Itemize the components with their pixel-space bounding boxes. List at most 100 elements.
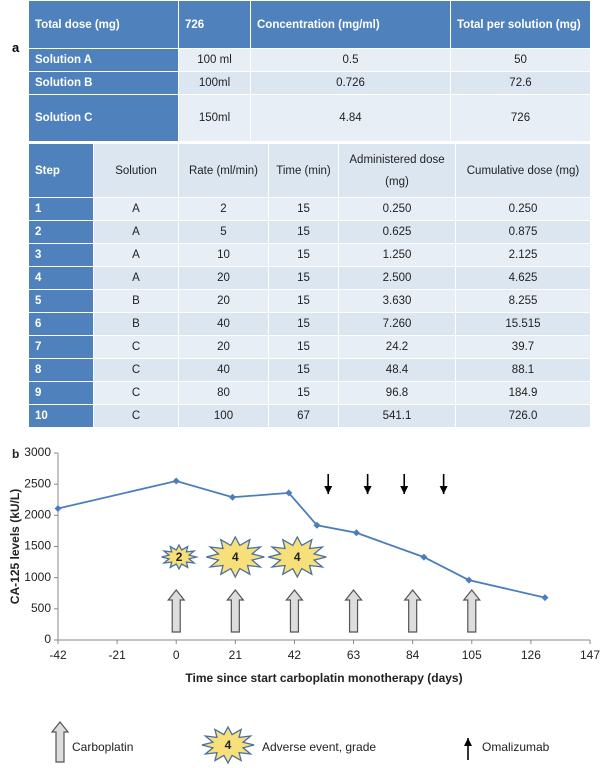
table-cell: A <box>93 220 179 244</box>
table-cell: 39.7 <box>455 335 591 359</box>
legend-label: Adverse event, grade <box>262 740 376 754</box>
legend-symbol-text: 4 <box>225 738 232 752</box>
table-row: 3 A 10 15 1.250 2.125 <box>28 243 591 267</box>
table-cell: 7.260 <box>338 312 456 336</box>
table-row: Solution C 150ml 4.84 726 <box>28 94 591 142</box>
x-tick-label: -42 <box>49 648 67 662</box>
x-tick-label: 0 <box>173 648 180 662</box>
data-point <box>420 553 428 561</box>
table-cell: 150ml <box>178 94 251 142</box>
table-cell: 15 <box>268 381 339 405</box>
table-row: 8 C 40 15 48.4 88.1 <box>28 358 591 382</box>
adverse-event <box>268 535 327 579</box>
omalizumab-arrow-head <box>363 486 372 494</box>
x-tick-label: 126 <box>521 648 541 662</box>
table-cell: 0.875 <box>455 220 591 244</box>
table-row: 2 A 5 15 0.625 0.875 <box>28 220 591 244</box>
table-row: Step Solution Rate (ml/min) Time (min) Admin… <box>28 143 591 198</box>
table-cell: Solution C <box>28 94 179 142</box>
table-row: Solution A 100 ml 0.5 50 <box>28 48 591 72</box>
table-cell: 88.1 <box>455 358 591 382</box>
carboplatin-arrow <box>403 589 422 633</box>
table-cell: C <box>93 358 179 382</box>
table-cell: 48.4 <box>338 358 456 382</box>
data-point <box>229 493 237 501</box>
table-cell: 100 <box>178 404 269 428</box>
y-tick-label: 2000 <box>24 508 51 522</box>
data-point <box>54 504 62 512</box>
table-cell: A <box>93 266 179 290</box>
steps-table: Step Solution Rate (ml/min) Time (min) Admin… <box>28 143 591 428</box>
data-point <box>172 477 180 485</box>
table-cell: Solution A <box>28 48 179 72</box>
panel-label: a <box>12 40 20 55</box>
x-tick-label: -21 <box>108 648 126 662</box>
table-cell: 15 <box>268 335 339 359</box>
table-row: 10 C 100 67 541.1 726.0 <box>28 404 591 428</box>
x-tick-label: 63 <box>347 648 361 662</box>
adverse-event <box>161 543 199 571</box>
table-cell: 8 <box>28 358 94 382</box>
omalizumab-arrow-head <box>324 486 333 494</box>
panel-label: b <box>12 447 19 461</box>
table-row: 9 C 80 15 96.8 184.9 <box>28 381 591 405</box>
table-cell: Solution B <box>28 71 179 95</box>
table-cell: 15 <box>268 312 339 336</box>
x-tick-label: 42 <box>288 648 302 662</box>
y-tick-label: 500 <box>31 601 51 615</box>
solutions-table: Total dose (mg) 726 Concentration (mg/ml) T… <box>28 0 591 142</box>
table-cell: 8.255 <box>455 289 591 313</box>
table-row: Solution B 100ml 0.726 72.6 <box>28 71 591 95</box>
y-axis-label: CA-125 levels (kU/L) <box>8 489 22 604</box>
table-cell: 15 <box>268 197 339 221</box>
table-row: 6 B 40 15 7.260 15.515 <box>28 312 591 336</box>
table-cell: 24.2 <box>338 335 456 359</box>
table-cell: 2.500 <box>338 266 456 290</box>
table-cell: 40 <box>178 312 269 336</box>
adverse-event-grade: 4 <box>232 550 239 564</box>
table-cell: 15 <box>268 289 339 313</box>
table-cell: 3 <box>28 243 94 267</box>
legend-adverse-event-symbol <box>201 725 255 765</box>
legend-label: Carboplatin <box>72 740 133 754</box>
table-cell: B <box>93 312 179 336</box>
carboplatin-arrow <box>462 589 482 633</box>
table-cell: Concentration (mg/ml) <box>250 0 451 49</box>
table-cell: Total dose (mg) <box>28 0 179 49</box>
table-cell: 15 <box>268 358 339 382</box>
legend-label: Omalizumab <box>482 740 550 754</box>
data-point <box>285 489 293 497</box>
data-point <box>352 529 360 537</box>
table-cell: 1.250 <box>338 243 456 267</box>
table-row: 7 C 20 15 24.2 39.7 <box>28 335 591 359</box>
table-cell: Administered dose (mg) <box>338 143 456 198</box>
table-cell: 15 <box>268 220 339 244</box>
data-point <box>313 521 321 529</box>
y-tick-label: 2500 <box>24 476 51 490</box>
table-cell: Time (min) <box>268 143 339 198</box>
table-cell: 2.125 <box>455 243 591 267</box>
table-cell: 15 <box>268 266 339 290</box>
carboplatin-arrow <box>285 589 304 633</box>
legend-omalizumab-symbol-head <box>464 738 472 746</box>
table-cell: 67 <box>268 404 339 428</box>
x-tick-label: 147 <box>580 648 600 662</box>
table-row: 4 A 20 15 2.500 4.625 <box>28 266 591 290</box>
table-cell: 726.0 <box>455 404 591 428</box>
carboplatin-arrow <box>226 589 245 633</box>
table-row: Total dose (mg) 726 Concentration (mg/ml) T… <box>28 0 591 49</box>
table-cell: 4.84 <box>250 94 451 142</box>
carboplatin-arrow <box>166 589 186 633</box>
table-cell: 0.5 <box>250 48 451 72</box>
table-cell: 6 <box>28 312 94 336</box>
table-row: 1 A 2 15 0.250 0.250 <box>28 197 591 221</box>
table-cell: 15.515 <box>455 312 591 336</box>
table-cell: 726 <box>178 0 251 49</box>
table-cell: 541.1 <box>338 404 456 428</box>
table-cell: Rate (ml/min) <box>178 143 269 198</box>
table-cell: 5 <box>178 220 269 244</box>
legend-carboplatin-symbol <box>50 721 70 763</box>
table-row: 5 B 20 15 3.630 8.255 <box>28 289 591 313</box>
adverse-event-grade: 4 <box>294 550 301 564</box>
